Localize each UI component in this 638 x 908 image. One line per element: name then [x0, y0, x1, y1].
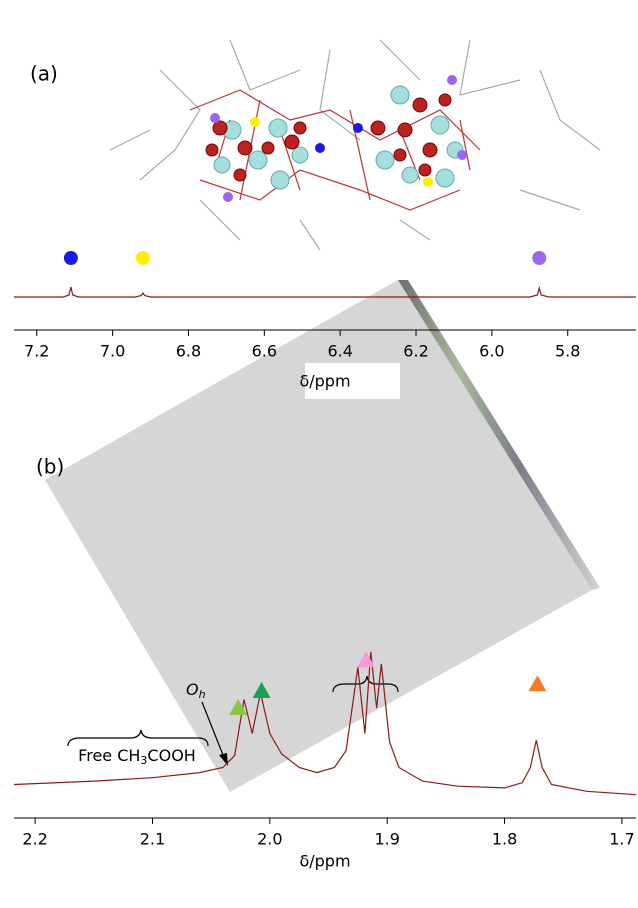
peak-marker	[532, 251, 547, 265]
peak-marker	[357, 651, 376, 668]
x-tick-label: 7.2	[24, 342, 49, 361]
x-tick-label: 6.4	[327, 342, 352, 361]
x-tick-label: 5.8	[555, 342, 580, 361]
annotation-part: O	[186, 680, 199, 699]
x-axis-label: δ/ppm	[299, 372, 350, 391]
spectrum	[14, 285, 636, 298]
x-tick-label: 6.2	[403, 342, 428, 361]
x-tick-label: 6.8	[176, 342, 201, 361]
spectrum	[13, 651, 637, 796]
peak-marker	[135, 251, 150, 265]
peak-marker	[252, 682, 271, 698]
annotation-subscript: 3	[140, 754, 147, 767]
bracket	[332, 675, 399, 693]
x-tick-label: 7.0	[100, 342, 125, 361]
annotation-part: COOH	[147, 746, 195, 765]
x-tick-label: 6.0	[479, 342, 504, 361]
molecule	[109, 39, 615, 251]
annotation-subscript: h	[199, 688, 206, 701]
arrow-line	[201, 701, 226, 761]
annotation: Oh	[186, 680, 206, 702]
panel-title: (a)	[30, 62, 58, 86]
x-tick-label: 2.0	[257, 830, 282, 849]
x-tick-label: 1.7	[609, 830, 634, 849]
x-tick-label: 6.6	[252, 342, 277, 361]
peak-marker	[229, 699, 248, 715]
overlay-panel	[45, 280, 592, 792]
peak-marker	[528, 675, 547, 692]
x-tick-label: 1.8	[492, 830, 517, 849]
peak-marker	[63, 251, 78, 265]
annotation-part: Free CH	[78, 746, 140, 765]
x-tick-label: 2.1	[140, 830, 165, 849]
x-tick-label: 1.9	[374, 830, 399, 849]
bracket	[67, 729, 209, 747]
arrow-head	[219, 753, 228, 766]
noise-stripe	[398, 280, 600, 590]
x-tick-label: 2.2	[22, 830, 47, 849]
label-box	[305, 363, 400, 399]
panel-title: (b)	[36, 455, 64, 479]
x-axis-label: δ/ppm	[299, 852, 350, 871]
annotation: Free CH3COOH	[78, 746, 196, 768]
